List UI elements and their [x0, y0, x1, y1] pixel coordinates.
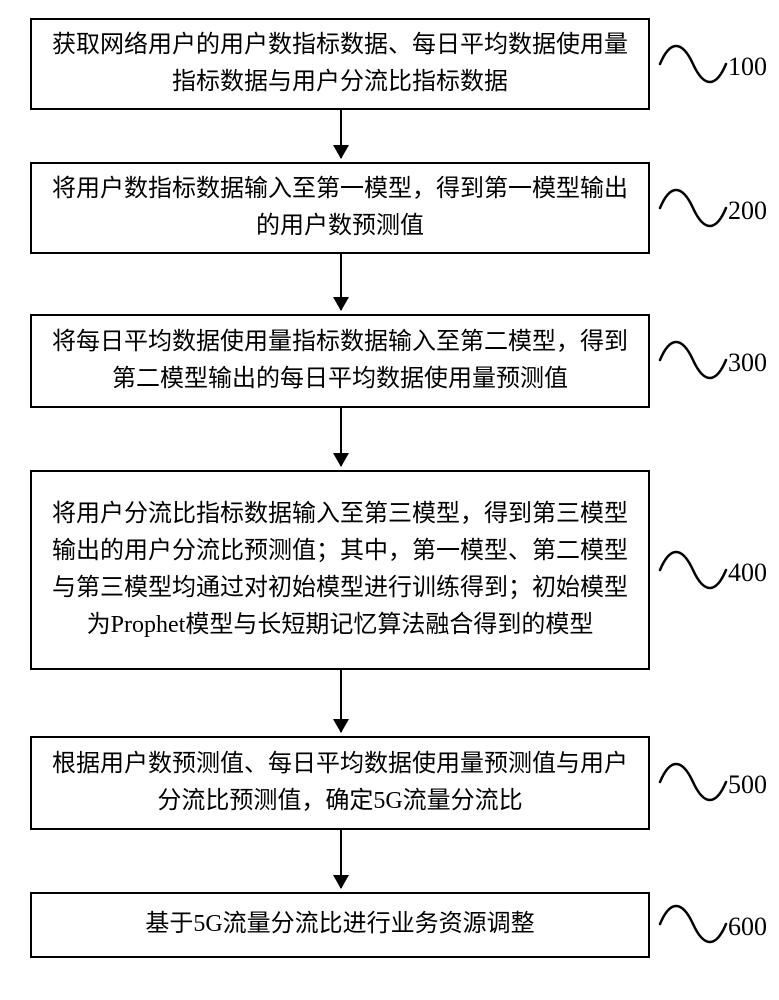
step-label-300: 300: [728, 348, 767, 378]
step-label-600: 600: [728, 912, 767, 942]
arrow-down: [340, 830, 342, 888]
step-box-600: 基于5G流量分流比进行业务资源调整: [30, 892, 650, 958]
step-text: 将用户分流比指标数据输入至第三模型，得到第三模型输出的用户分流比预测值；其中，第…: [52, 496, 628, 645]
step-label-200: 200: [728, 196, 767, 226]
step-box-400: 将用户分流比指标数据输入至第三模型，得到第三模型输出的用户分流比预测值；其中，第…: [30, 470, 650, 670]
connector-squiggle: [658, 340, 728, 380]
connector-squiggle: [658, 188, 728, 228]
step-label-500: 500: [728, 770, 767, 800]
step-label-100: 100: [728, 52, 767, 82]
step-box-200: 将用户数指标数据输入至第一模型，得到第一模型输出的用户数预测值: [30, 162, 650, 254]
step-text: 基于5G流量分流比进行业务资源调整: [145, 906, 534, 943]
step-box-100: 获取网络用户的用户数指标数据、每日平均数据使用量指标数据与用户分流比指标数据: [30, 18, 650, 110]
connector-squiggle: [658, 904, 728, 944]
step-text: 将用户数指标数据输入至第一模型，得到第一模型输出的用户数预测值: [52, 171, 628, 245]
arrow-down: [340, 110, 342, 158]
connector-squiggle: [658, 44, 728, 84]
step-text: 获取网络用户的用户数指标数据、每日平均数据使用量指标数据与用户分流比指标数据: [52, 27, 628, 101]
step-label-400: 400: [728, 558, 767, 588]
step-text: 根据用户数预测值、每日平均数据使用量预测值与用户分流比预测值，确定5G流量分流比: [52, 746, 628, 820]
arrow-down: [340, 254, 342, 310]
connector-squiggle: [658, 550, 728, 590]
flowchart-canvas: 获取网络用户的用户数指标数据、每日平均数据使用量指标数据与用户分流比指标数据 10…: [0, 0, 779, 1000]
step-text: 将每日平均数据使用量指标数据输入至第二模型，得到第二模型输出的每日平均数据使用量…: [52, 324, 628, 398]
arrow-down: [340, 670, 342, 732]
connector-squiggle: [658, 762, 728, 802]
step-box-500: 根据用户数预测值、每日平均数据使用量预测值与用户分流比预测值，确定5G流量分流比: [30, 736, 650, 830]
step-box-300: 将每日平均数据使用量指标数据输入至第二模型，得到第二模型输出的每日平均数据使用量…: [30, 314, 650, 408]
arrow-down: [340, 408, 342, 466]
